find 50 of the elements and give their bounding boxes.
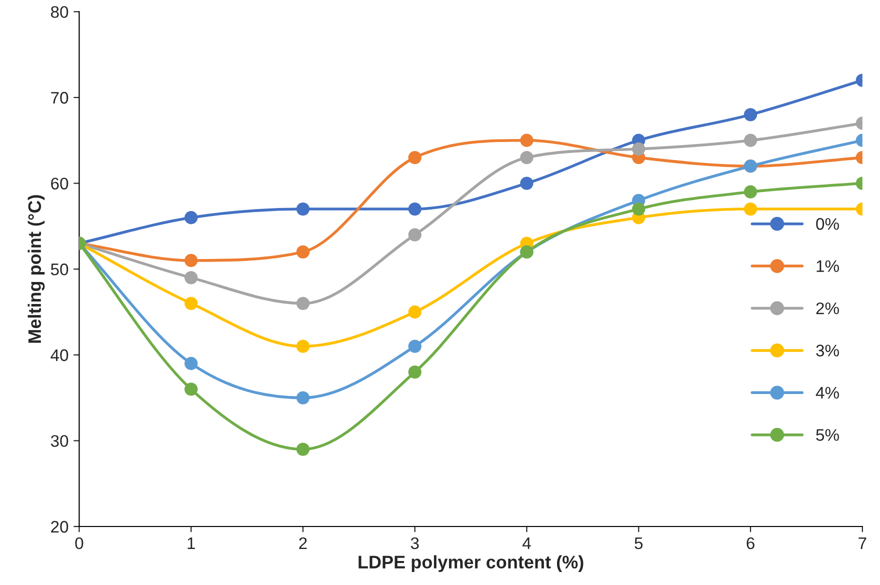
y-tick-label: 80 <box>50 6 68 18</box>
point <box>296 296 310 310</box>
point <box>520 176 534 190</box>
legend-label: 4% <box>816 386 839 399</box>
y-tick-label: 50 <box>50 264 68 276</box>
point <box>408 150 422 164</box>
x-tick-label: 6 <box>746 537 754 550</box>
legend-label: 0% <box>816 218 839 230</box>
point <box>296 245 310 259</box>
x-tick-label: 5 <box>634 538 643 550</box>
point <box>184 356 198 370</box>
x-tick-label: 3 <box>410 537 419 550</box>
x-tick-label: 2 <box>299 537 307 549</box>
legend-label: 2% <box>816 302 839 314</box>
point <box>408 228 422 242</box>
point <box>744 134 758 147</box>
legend-label: 1% <box>816 260 839 272</box>
x-tick-label: 1 <box>188 538 195 549</box>
legend-label: 5% <box>816 429 839 441</box>
y-tick-label: 40 <box>50 349 68 362</box>
point <box>520 150 534 164</box>
point <box>520 134 534 147</box>
point <box>744 202 758 216</box>
x-axis-title: LDPE polymer content (%) <box>358 555 584 572</box>
legend-label: 3% <box>816 344 839 356</box>
x-tick-label: 7 <box>858 538 866 549</box>
point <box>184 254 198 268</box>
point <box>744 108 758 122</box>
point <box>296 391 310 404</box>
point <box>296 202 310 216</box>
x-tick-label: 0 <box>75 537 84 550</box>
point <box>296 442 310 456</box>
y-tick-label: 30 <box>50 435 68 447</box>
point <box>632 142 646 156</box>
y-tick-label: 70 <box>51 92 68 104</box>
point <box>408 340 422 353</box>
y-tick-label: 20 <box>51 520 68 533</box>
point <box>744 185 758 198</box>
y-axis-title: Melting point (°C) <box>28 195 45 343</box>
point <box>296 340 310 353</box>
point <box>408 365 422 379</box>
y-tick-label: 60 <box>51 178 68 190</box>
point <box>184 271 198 284</box>
point <box>408 305 422 319</box>
point <box>632 202 646 216</box>
x-tick-label: 4 <box>522 538 531 549</box>
point <box>184 296 198 310</box>
point <box>184 211 198 224</box>
point <box>408 202 422 216</box>
point <box>184 382 198 396</box>
